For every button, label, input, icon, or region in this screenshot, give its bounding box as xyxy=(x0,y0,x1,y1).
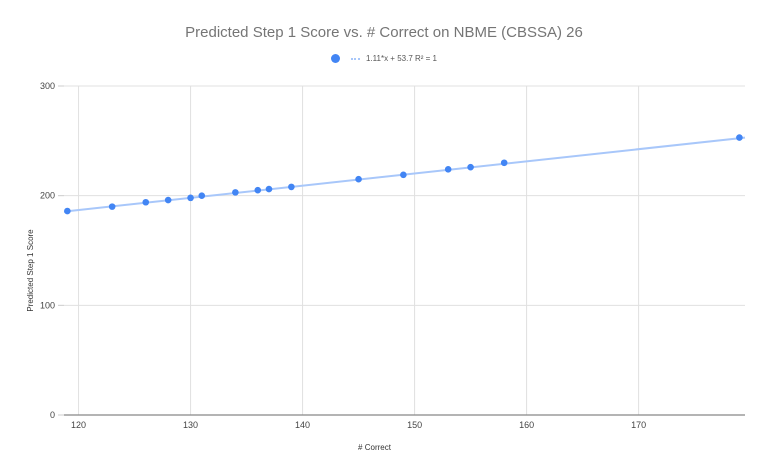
y-tick-label: 0 xyxy=(50,410,55,420)
data-point xyxy=(736,134,743,141)
x-tick-label: 120 xyxy=(71,420,86,430)
data-point xyxy=(254,186,262,194)
data-point xyxy=(288,183,295,191)
trendline-marker-icon xyxy=(350,57,360,60)
data-point xyxy=(164,196,172,204)
data-point xyxy=(198,192,206,199)
chart-legend: 1.11*x + 53.7 R² = 1 xyxy=(0,54,768,63)
data-point xyxy=(232,189,239,196)
data-point xyxy=(187,194,194,202)
chart-title: Predicted Step 1 Score vs. # Correct on … xyxy=(185,24,583,41)
y-tick-label: 300 xyxy=(40,81,55,91)
data-point xyxy=(142,198,150,206)
trendline-label: 1.11*x + 53.7 R² = 1 xyxy=(365,54,437,63)
y-tick-label: 100 xyxy=(40,300,55,310)
y-axis-title: Predicted Step 1 Score xyxy=(26,229,35,312)
data-point xyxy=(500,159,508,167)
series-marker-icon xyxy=(330,54,340,63)
data-point xyxy=(265,185,273,193)
x-tick-label: 160 xyxy=(519,420,534,430)
x-tick-label: 170 xyxy=(631,420,646,430)
data-point xyxy=(108,203,116,210)
x-tick-label: 140 xyxy=(295,420,310,430)
data-point xyxy=(400,171,407,179)
y-tick-label: 200 xyxy=(40,191,55,201)
data-point xyxy=(64,207,71,215)
x-axis-title: # Correct xyxy=(358,443,392,452)
data-point xyxy=(444,166,452,173)
data-point xyxy=(467,163,474,171)
x-tick-label: 150 xyxy=(407,420,422,430)
x-tick-label: 130 xyxy=(183,420,198,430)
data-point xyxy=(355,175,362,183)
